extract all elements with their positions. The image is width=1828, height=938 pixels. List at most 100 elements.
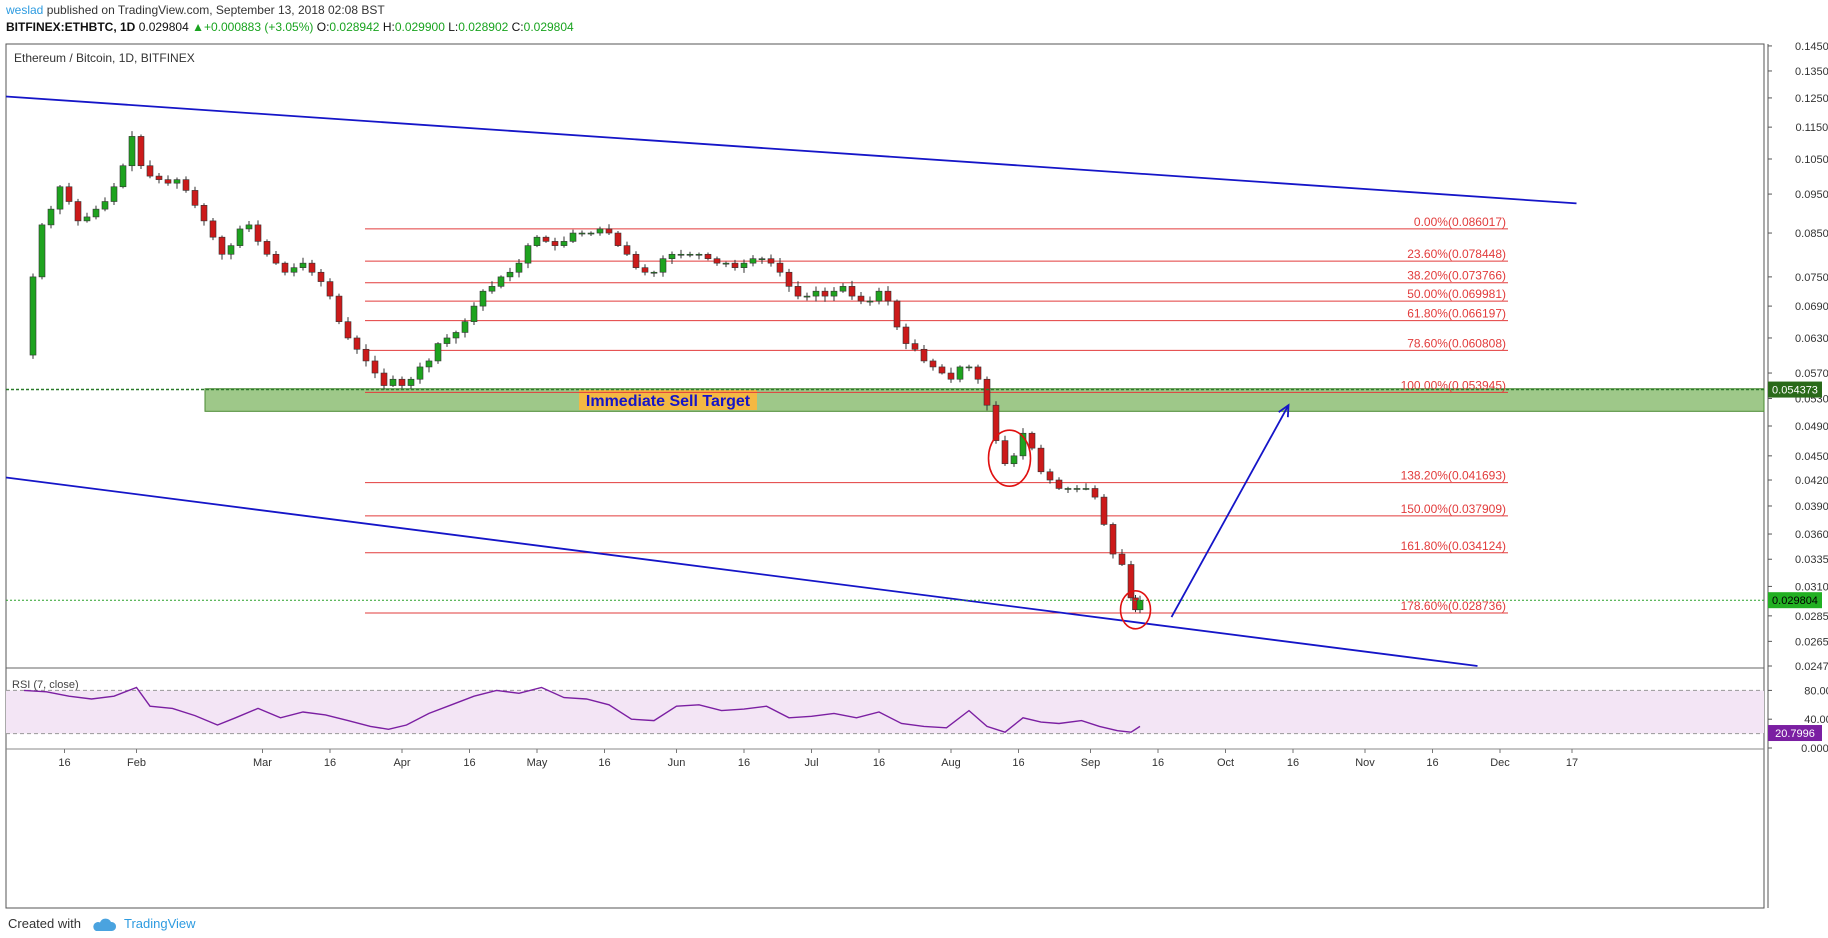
y-tick-label-20: 0.026500 — [1795, 636, 1828, 648]
candle — [704, 253, 712, 259]
y-tick-label-15: 0.039000 — [1795, 501, 1828, 513]
low-label: L: — [448, 20, 459, 34]
candle — [290, 267, 298, 273]
candle — [461, 321, 469, 333]
candle — [749, 258, 757, 264]
x-tick-label-16: Oct — [1217, 757, 1234, 769]
fib-label-8: 150.00%(0.037909) — [1401, 502, 1506, 516]
close-value: 0.029804 — [523, 20, 574, 34]
candle — [1046, 471, 1054, 481]
candle — [1028, 432, 1036, 449]
channel-line-0 — [5, 95, 1577, 205]
last-price-box — [1768, 592, 1822, 609]
candle — [182, 179, 190, 191]
x-tick-label-14: Sep — [1081, 757, 1101, 769]
candle — [794, 286, 802, 297]
candle — [560, 241, 568, 246]
candle — [1055, 479, 1063, 489]
x-tick-label-6: May — [527, 757, 548, 769]
y-tick-label-13: 0.045000 — [1795, 451, 1828, 463]
candle — [1109, 524, 1117, 555]
y-tick-label-16: 0.036000 — [1795, 529, 1828, 541]
publisher-link[interactable]: weslad — [6, 3, 44, 17]
x-tick-label-10: Jul — [804, 757, 818, 769]
y-tick-label-8: 0.069000 — [1795, 301, 1828, 313]
x-tick-label-4: Apr — [393, 757, 410, 769]
rsi-label: RSI (7, close) — [12, 679, 79, 691]
candle — [1118, 553, 1126, 565]
y-tick-label-3: 0.115000 — [1795, 122, 1828, 134]
candle — [416, 366, 424, 380]
candle — [614, 232, 622, 246]
candle — [974, 366, 982, 380]
zone-label: Immediate Sell Target — [586, 393, 751, 410]
candle — [92, 208, 100, 218]
symbol-label: BITFINEX:ETHBTC, 1D — [6, 20, 136, 34]
candle — [47, 208, 55, 226]
candle — [929, 360, 937, 368]
y-tick-label-19: 0.028500 — [1795, 611, 1828, 623]
tradingview-link[interactable]: TradingView — [124, 916, 196, 932]
price-chart[interactable]: Ethereum / Bitcoin, 1D, BITFINEX 0.00%(0… — [0, 38, 1828, 918]
candle — [308, 262, 316, 273]
high-label: H: — [382, 20, 395, 34]
fib-label-1: 23.60%(0.078448) — [1407, 247, 1506, 261]
candle — [848, 286, 856, 297]
candle — [119, 165, 127, 188]
candle — [326, 281, 334, 297]
fib-label-3: 50.00%(0.069981) — [1407, 287, 1506, 301]
last-price-label: 0.029804 — [1772, 595, 1818, 607]
x-tick-label-20: Dec — [1490, 757, 1510, 769]
candle — [839, 286, 847, 292]
candle — [812, 290, 820, 297]
candle — [1037, 447, 1045, 473]
candle — [1073, 488, 1081, 490]
candle — [299, 262, 307, 268]
rsi-tick-label-1: 40.00 — [1804, 714, 1828, 726]
rsi-band — [6, 690, 1764, 734]
highlight-circle-1 — [1119, 589, 1152, 630]
chart-frame — [5, 43, 1765, 909]
candle — [866, 300, 874, 303]
candle — [875, 290, 883, 302]
candle — [569, 232, 577, 242]
candle — [740, 262, 748, 268]
x-tick-label-3: 16 — [324, 757, 336, 769]
y-tick-label-0: 0.145000 — [1795, 41, 1828, 53]
candle — [767, 258, 775, 264]
candle — [713, 258, 721, 264]
candle — [38, 224, 46, 278]
candle — [425, 360, 433, 368]
candle — [542, 236, 550, 242]
candle — [155, 175, 163, 180]
candle — [659, 258, 667, 273]
candle — [317, 271, 325, 282]
x-tick-label-15: 16 — [1152, 757, 1164, 769]
y-tick-label-21: 0.024700 — [1795, 661, 1828, 673]
candle — [983, 378, 991, 406]
rsi-line — [23, 686, 1141, 733]
x-tick-label-0: 16 — [58, 757, 70, 769]
x-tick-label-17: 16 — [1287, 757, 1299, 769]
candle — [722, 262, 730, 265]
candle — [911, 343, 919, 350]
candle — [803, 295, 811, 298]
rsi-tick-label-2: 0.0000 — [1801, 743, 1828, 755]
candle — [470, 305, 478, 322]
candle — [29, 276, 37, 356]
projection-arrow — [1170, 404, 1290, 618]
candle — [380, 372, 388, 386]
candle — [1001, 440, 1009, 465]
candle — [506, 271, 514, 278]
y-tick-label-14: 0.042000 — [1795, 475, 1828, 487]
candle — [200, 205, 208, 222]
fib-label-0: 0.00%(0.086017) — [1414, 215, 1506, 229]
fib-label-7: 138.20%(0.041693) — [1401, 469, 1506, 483]
x-tick-label-2: Mar — [253, 757, 272, 769]
candle — [821, 290, 829, 297]
candle — [902, 326, 910, 344]
candle — [434, 343, 442, 362]
candle — [1019, 432, 1027, 457]
candle — [335, 295, 343, 322]
candle — [1064, 488, 1072, 490]
